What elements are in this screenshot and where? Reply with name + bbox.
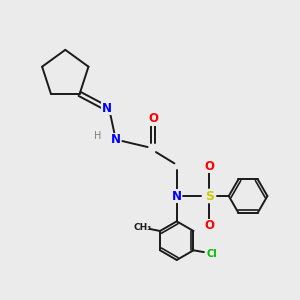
Text: N: N: [172, 190, 182, 202]
Text: N: N: [111, 133, 121, 146]
Text: S: S: [205, 190, 214, 202]
Text: CH₃: CH₃: [133, 223, 151, 232]
Text: O: O: [148, 112, 158, 125]
Text: H: H: [94, 131, 101, 141]
Text: O: O: [204, 160, 214, 173]
Text: N: N: [102, 102, 112, 115]
Text: Cl: Cl: [206, 249, 217, 259]
Text: O: O: [204, 219, 214, 232]
